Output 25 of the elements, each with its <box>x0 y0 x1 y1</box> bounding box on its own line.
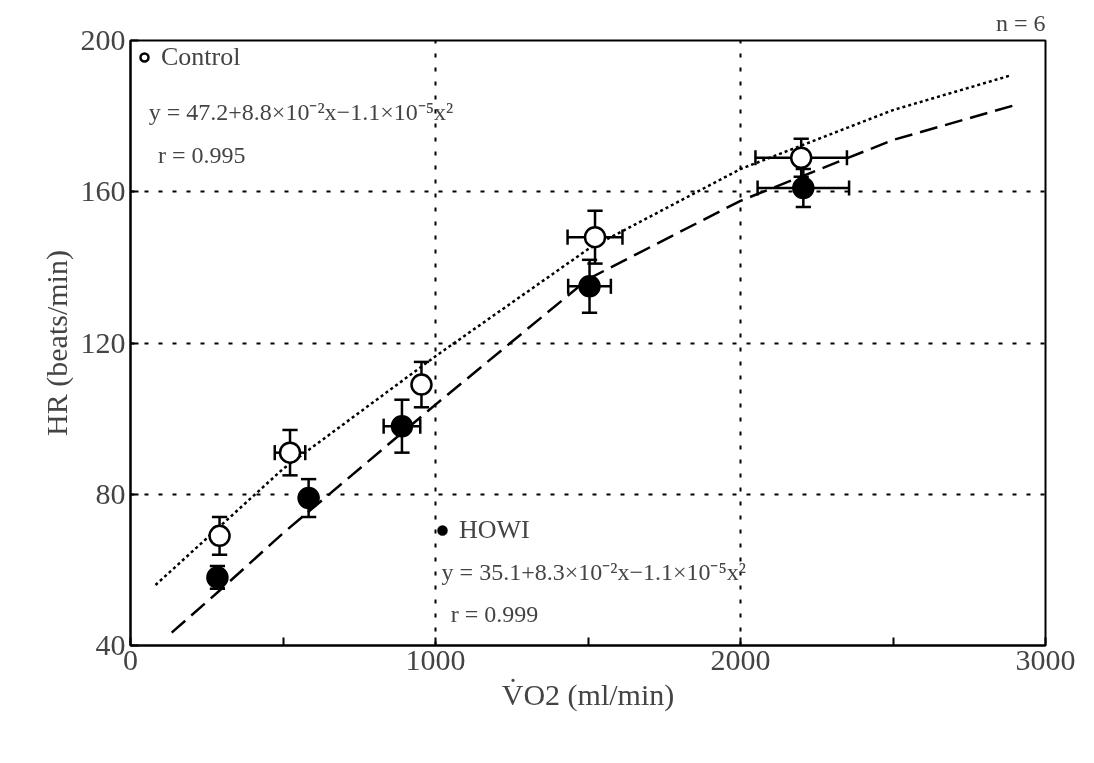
x-tick-label: 2000 <box>710 642 771 676</box>
point <box>278 441 302 464</box>
point <box>297 486 320 510</box>
point <box>578 275 601 298</box>
point <box>390 414 414 438</box>
legend-label: HOWI <box>459 515 530 545</box>
x-axis-title: V̇O2 (ml/min) <box>501 677 675 712</box>
point <box>789 146 813 169</box>
annotation: y = 35.1+8.3×10⁻²x−1.1×10⁻⁵x² <box>441 559 747 585</box>
y-tick-label: 120 <box>80 325 126 359</box>
annotation: r = 0.999 <box>450 601 539 628</box>
x-tick-label: 1000 <box>405 642 466 676</box>
point <box>410 373 433 396</box>
x-tick-label: 3000 <box>1015 642 1076 676</box>
text: n = 6 <box>995 9 1046 36</box>
annotation: y = 47.2+8.8×10⁻²x−1.1×10⁻⁵x² <box>148 99 454 126</box>
point <box>208 524 231 548</box>
y-axis-title: HR (beats/min) <box>39 250 74 436</box>
y-tick-label: 80 <box>95 476 126 510</box>
point <box>792 176 815 200</box>
legend-label: Control <box>161 42 241 72</box>
point <box>583 225 607 249</box>
y-tick-label: 200 <box>80 23 126 56</box>
y-tick-label: 160 <box>80 174 126 208</box>
annotation: r = 0.995 <box>157 141 246 168</box>
